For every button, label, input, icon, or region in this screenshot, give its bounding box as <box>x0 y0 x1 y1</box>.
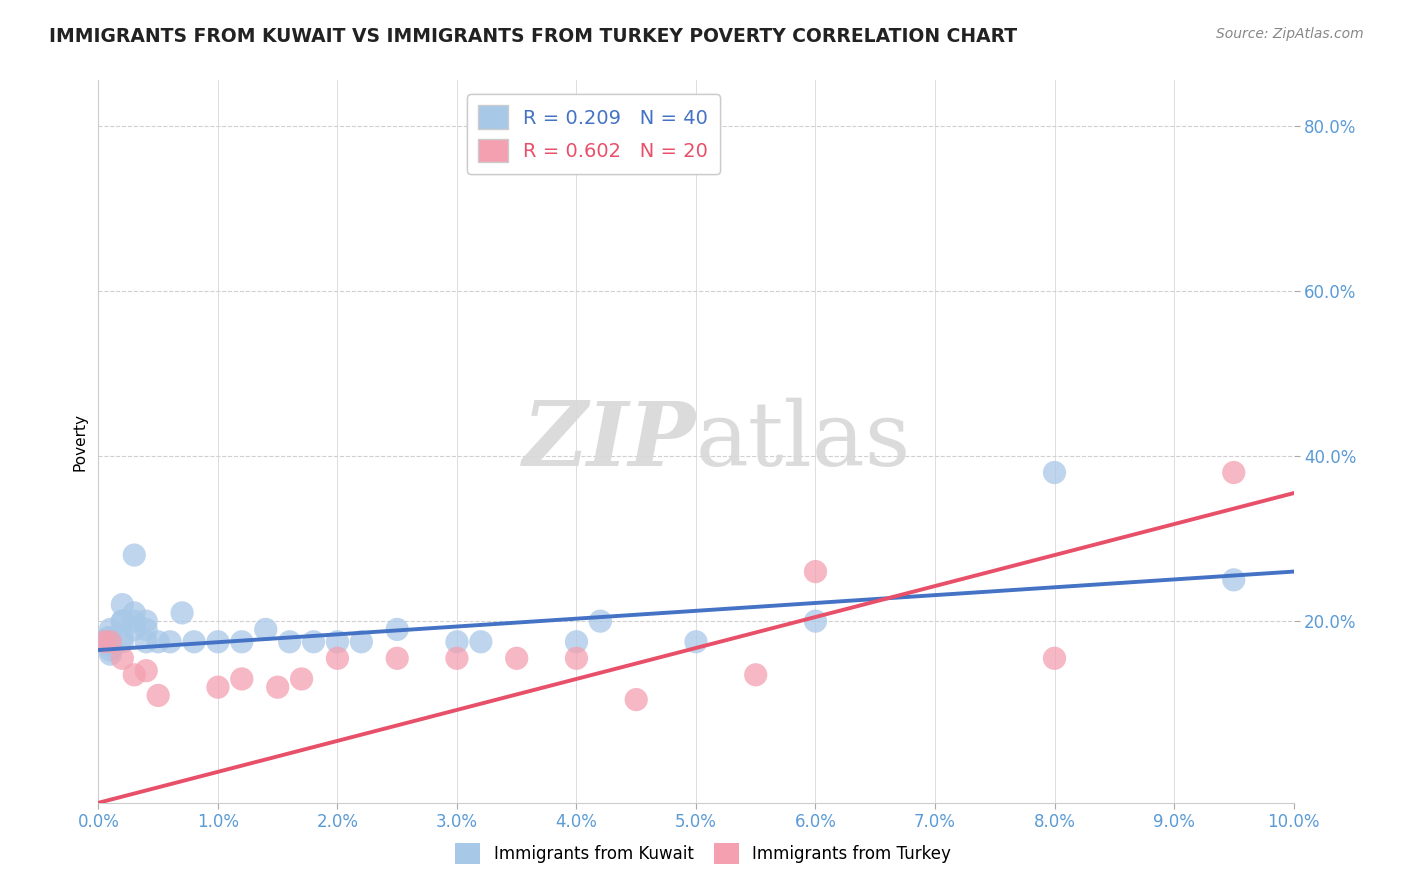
Text: IMMIGRANTS FROM KUWAIT VS IMMIGRANTS FROM TURKEY POVERTY CORRELATION CHART: IMMIGRANTS FROM KUWAIT VS IMMIGRANTS FRO… <box>49 27 1018 45</box>
Point <box>183 634 205 648</box>
Point <box>93 634 115 648</box>
Point <box>124 606 146 620</box>
Point <box>565 634 588 648</box>
Point <box>93 634 115 648</box>
Point <box>589 614 612 628</box>
Point <box>135 664 157 678</box>
Legend: Immigrants from Kuwait, Immigrants from Turkey: Immigrants from Kuwait, Immigrants from … <box>449 837 957 871</box>
Point <box>231 672 253 686</box>
Point <box>98 623 122 637</box>
Point <box>254 623 277 637</box>
Point <box>97 631 120 645</box>
Point <box>124 623 146 637</box>
Point <box>111 631 134 645</box>
Point <box>804 565 827 579</box>
Point <box>172 606 194 620</box>
Point <box>278 634 301 648</box>
Point <box>124 668 146 682</box>
Point <box>1223 573 1246 587</box>
Point <box>98 643 122 657</box>
Point <box>124 614 146 628</box>
Point <box>326 634 349 648</box>
Point <box>385 623 409 637</box>
Point <box>302 634 325 648</box>
Point <box>350 634 373 648</box>
Point <box>159 634 181 648</box>
Point <box>111 614 134 628</box>
Point <box>111 614 134 628</box>
Point <box>148 634 170 648</box>
Point <box>470 634 492 648</box>
Legend: R = 0.209   N = 40, R = 0.602   N = 20: R = 0.209 N = 40, R = 0.602 N = 20 <box>467 94 720 174</box>
Point <box>98 634 122 648</box>
Point <box>745 668 768 682</box>
Point <box>135 614 157 628</box>
Point <box>207 634 229 648</box>
Point <box>111 651 134 665</box>
Point <box>98 639 122 653</box>
Point <box>267 680 290 694</box>
Point <box>565 651 588 665</box>
Point <box>1043 466 1066 480</box>
Point <box>98 647 122 661</box>
Point <box>135 623 157 637</box>
Point <box>111 598 134 612</box>
Text: atlas: atlas <box>696 398 911 485</box>
Point <box>207 680 229 694</box>
Point <box>124 548 146 562</box>
Point <box>385 651 409 665</box>
Point <box>804 614 827 628</box>
Point <box>291 672 314 686</box>
Point <box>1043 651 1066 665</box>
Point <box>446 634 468 648</box>
Point <box>111 634 134 648</box>
Text: ZIP: ZIP <box>523 399 696 484</box>
Point <box>685 634 707 648</box>
Point <box>326 651 349 665</box>
Text: Source: ZipAtlas.com: Source: ZipAtlas.com <box>1216 27 1364 41</box>
Point <box>446 651 468 665</box>
Point <box>506 651 529 665</box>
Point <box>626 692 648 706</box>
Point <box>231 634 253 648</box>
Point <box>98 634 122 648</box>
Point <box>148 689 170 703</box>
Point <box>135 634 157 648</box>
Y-axis label: Poverty: Poverty <box>72 412 87 471</box>
Point <box>1223 466 1246 480</box>
Point <box>98 631 122 645</box>
